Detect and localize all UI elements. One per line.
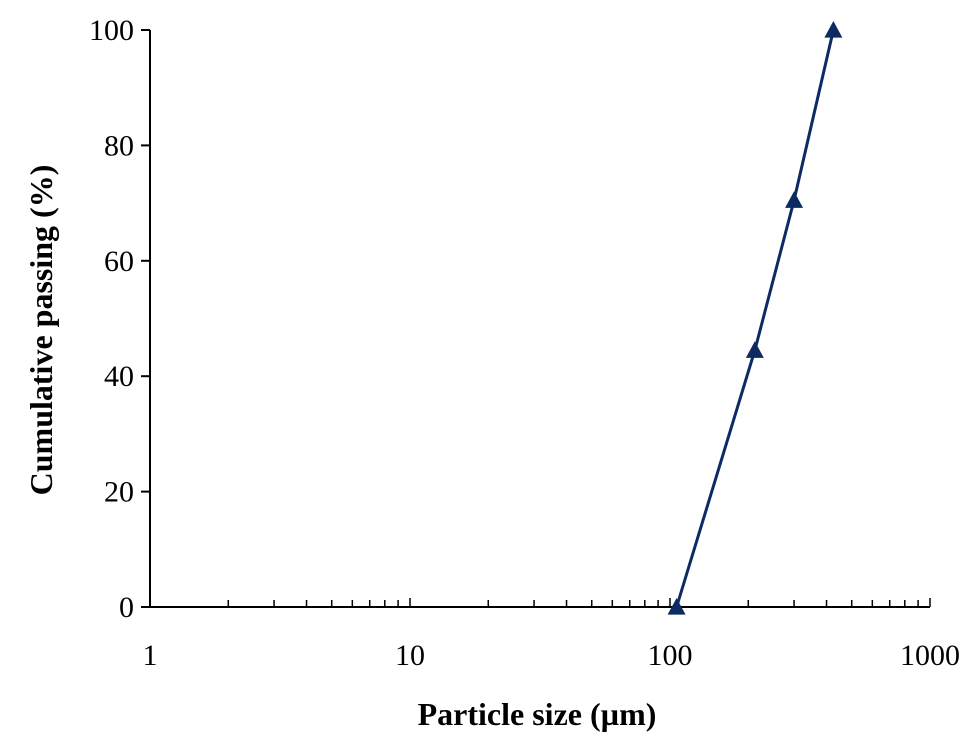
y-tick-label: 40 <box>104 360 134 393</box>
data-point-triangle <box>785 191 804 208</box>
y-tick-marks <box>141 29 150 608</box>
y-axis-title: Cumulative passing (%) <box>23 165 59 496</box>
data-point-triangle <box>745 341 764 358</box>
x-axis-title: Particle size (µm) <box>418 696 657 732</box>
x-tick-label: 10 <box>395 639 425 672</box>
y-tick-label: 60 <box>104 245 134 278</box>
y-tick-label: 100 <box>89 14 134 47</box>
y-tick-label: 0 <box>119 591 134 624</box>
y-tick-label: 80 <box>104 129 134 162</box>
series-group <box>667 21 843 615</box>
x-tick-labels: 1 10 100 1000 <box>143 639 961 672</box>
x-tick-marks <box>149 598 931 607</box>
y-tick-label: 20 <box>104 476 134 509</box>
series-line <box>675 29 835 608</box>
x-tick-label: 1 <box>143 639 158 672</box>
x-tick-label: 100 <box>648 639 693 672</box>
data-point-triangle <box>667 598 686 615</box>
data-point-triangle <box>824 21 843 38</box>
axes <box>149 30 930 608</box>
y-tick-labels: 0 20 40 60 80 100 <box>89 14 134 624</box>
x-tick-label: 1000 <box>900 639 960 672</box>
